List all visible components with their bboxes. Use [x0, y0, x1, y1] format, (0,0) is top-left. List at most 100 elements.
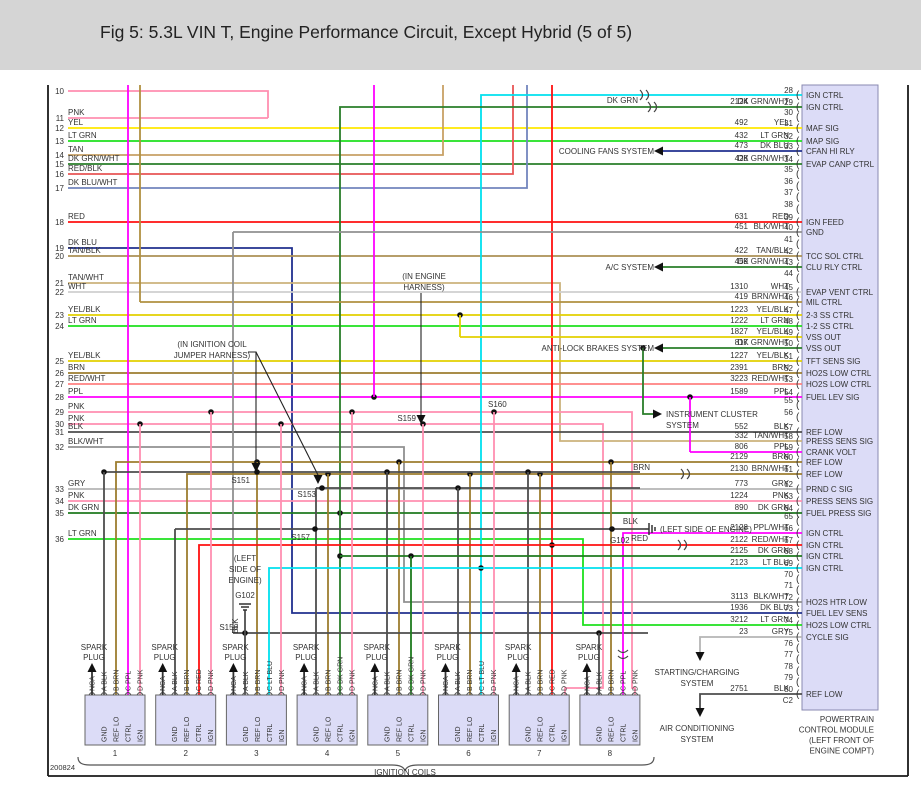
pin-cavity-icon: ( [796, 643, 800, 654]
pin-cavity-icon: ( [796, 102, 800, 113]
pin-cavity-icon: ( [796, 654, 800, 665]
coil-wire-letter-label: C DK GRN [408, 657, 415, 691]
pcm-pin-function: CRANK VOLT [806, 448, 857, 457]
pin-cavity-icon [560, 692, 568, 696]
pcm-pin-function: HO2S LOW CTRL [806, 369, 872, 378]
wire-color-label: DK GRN/WHT [737, 97, 789, 106]
row-number: 17 [55, 184, 64, 193]
pin-cavity-icon [348, 692, 356, 696]
pin-cavity-icon: ( [796, 400, 800, 411]
pcm-pin-function: VSS OUT [806, 333, 841, 342]
wire-color-label: RED [772, 212, 789, 221]
row-number: 30 [55, 420, 64, 429]
pin-cavity-icon: ( [796, 508, 800, 519]
coil-terminal-label: IGN [632, 730, 639, 742]
left-wire-row [68, 85, 528, 189]
pin-cavity-icon: ( [796, 427, 800, 438]
pcm-pin-number: 77 [784, 650, 793, 659]
arrow-icon [416, 415, 426, 424]
coil-terminal-label: GND [526, 726, 533, 742]
pin-cavity-icon: ( [796, 169, 800, 180]
row-number: 26 [55, 369, 64, 378]
ground-g102-left-note: SIDE OF [229, 565, 261, 574]
pin-cavity-icon [312, 692, 320, 696]
coil-nca-label: NCA [584, 676, 591, 691]
coil-terminal-label: REF LO [396, 716, 403, 742]
ground-g102-left-note: (LEFT [234, 554, 256, 563]
wire-color-label: RED/WHT [752, 374, 789, 383]
ignition-coil-box [155, 694, 217, 746]
pin-cavity-icon: ( [796, 356, 800, 367]
ignition-coil-box [438, 694, 499, 746]
left-wire-row [68, 446, 802, 603]
pin-cavity-icon [336, 692, 344, 696]
ignition-coil-box [296, 694, 358, 746]
junction-dot [312, 526, 318, 532]
system-ref-instrument-cluster: SYSTEM [666, 421, 699, 430]
pin-cavity-icon: ( [796, 297, 800, 308]
pcm-pin-function: CFAN HI RLY [806, 147, 855, 156]
wire-color-label: YEL/BLK [757, 305, 790, 314]
annotation-in-engine-harness: HARNESS) [403, 283, 445, 292]
coil-terminal-label: CTRL [408, 724, 415, 742]
pin-cavity-icon: ( [796, 262, 800, 273]
junction-dot [319, 485, 325, 491]
spark-plug-label: SPARK [81, 643, 108, 652]
wire [622, 532, 802, 695]
pcm-pin-number: 44 [784, 269, 793, 278]
pin-cavity-icon [419, 692, 427, 696]
pcm-pin-function: MAF SIG [806, 124, 839, 133]
coil-terminal-label: CTRL [338, 724, 345, 742]
wire-color-label: GRY [772, 479, 790, 488]
coil-terminal-label: GND [172, 726, 179, 742]
wire-color-label: BRN [633, 463, 650, 472]
coil-number: 1 [113, 749, 118, 758]
pin-cavity-icon [383, 692, 391, 696]
spark-plug-label: SPARK [151, 643, 178, 652]
row-number: 19 [55, 244, 64, 253]
spark-plug-label: SPARK [293, 643, 320, 652]
pcm-caption: POWERTRAIN [820, 715, 874, 724]
system-ref-starting-charging: SYSTEM [681, 679, 714, 688]
circuit-number: 432 [735, 131, 749, 140]
pin-cavity-icon [631, 692, 639, 696]
coil-wire-letter-label: B BRN [326, 670, 333, 691]
pcm-pin-number: 54 [784, 388, 793, 397]
arrow-icon [441, 663, 450, 672]
pcm-pin-function: PRESS SENS SIG [806, 497, 873, 506]
coil-terminal-label: CTRL [479, 724, 486, 742]
pcm-pin-number: 30 [784, 108, 793, 117]
inline-connector-icon [617, 649, 629, 660]
annotation-ignition-coil-jumper: (IN IGNITION COIL [177, 340, 247, 349]
wire [268, 567, 802, 695]
pin-cavity-icon [466, 692, 473, 696]
pin-cavity-icon: ( [796, 436, 800, 447]
circuit-number: 631 [735, 212, 749, 221]
wire-color-label: BLK [68, 422, 84, 431]
coil-terminal-label: REF LO [467, 716, 474, 742]
pcm-pin-number: 40 [784, 223, 793, 232]
circuit-number: 332 [735, 431, 749, 440]
wire-color-label: YEL/BLK [757, 327, 790, 336]
system-ref-cooling-fans: COOLING FANS SYSTEM [559, 147, 654, 156]
coil-terminal-label: GND [596, 726, 603, 742]
pcm-pin-function: TCC SOL CTRL [806, 252, 864, 261]
pcm-caption: CONTROL MODULE [799, 726, 874, 735]
pin-cavity-icon: ( [796, 447, 800, 458]
pin-cavity-icon: ( [796, 608, 800, 619]
pcm-pin-function: GND [806, 228, 824, 237]
pin-cavity-icon: ( [796, 112, 800, 123]
pin-cavity-icon [395, 692, 403, 696]
circuit-number: 806 [735, 442, 749, 451]
wire-color-label: DK GRN [758, 546, 789, 555]
coil-wire-letter-label: C PPL [620, 671, 627, 691]
circuit-number: 1827 [730, 327, 748, 336]
coil-terminal-label: REF LO [114, 716, 121, 742]
wire-color-label: DK GRN [607, 96, 638, 105]
pin-cavity-icon [454, 692, 461, 696]
pin-cavity-icon: ( [796, 392, 800, 403]
footer-code: 200824 [50, 763, 75, 772]
splice-s153: S153 [297, 490, 316, 499]
row-number: 27 [55, 380, 64, 389]
wire-color-label: DK BLU [760, 603, 789, 612]
